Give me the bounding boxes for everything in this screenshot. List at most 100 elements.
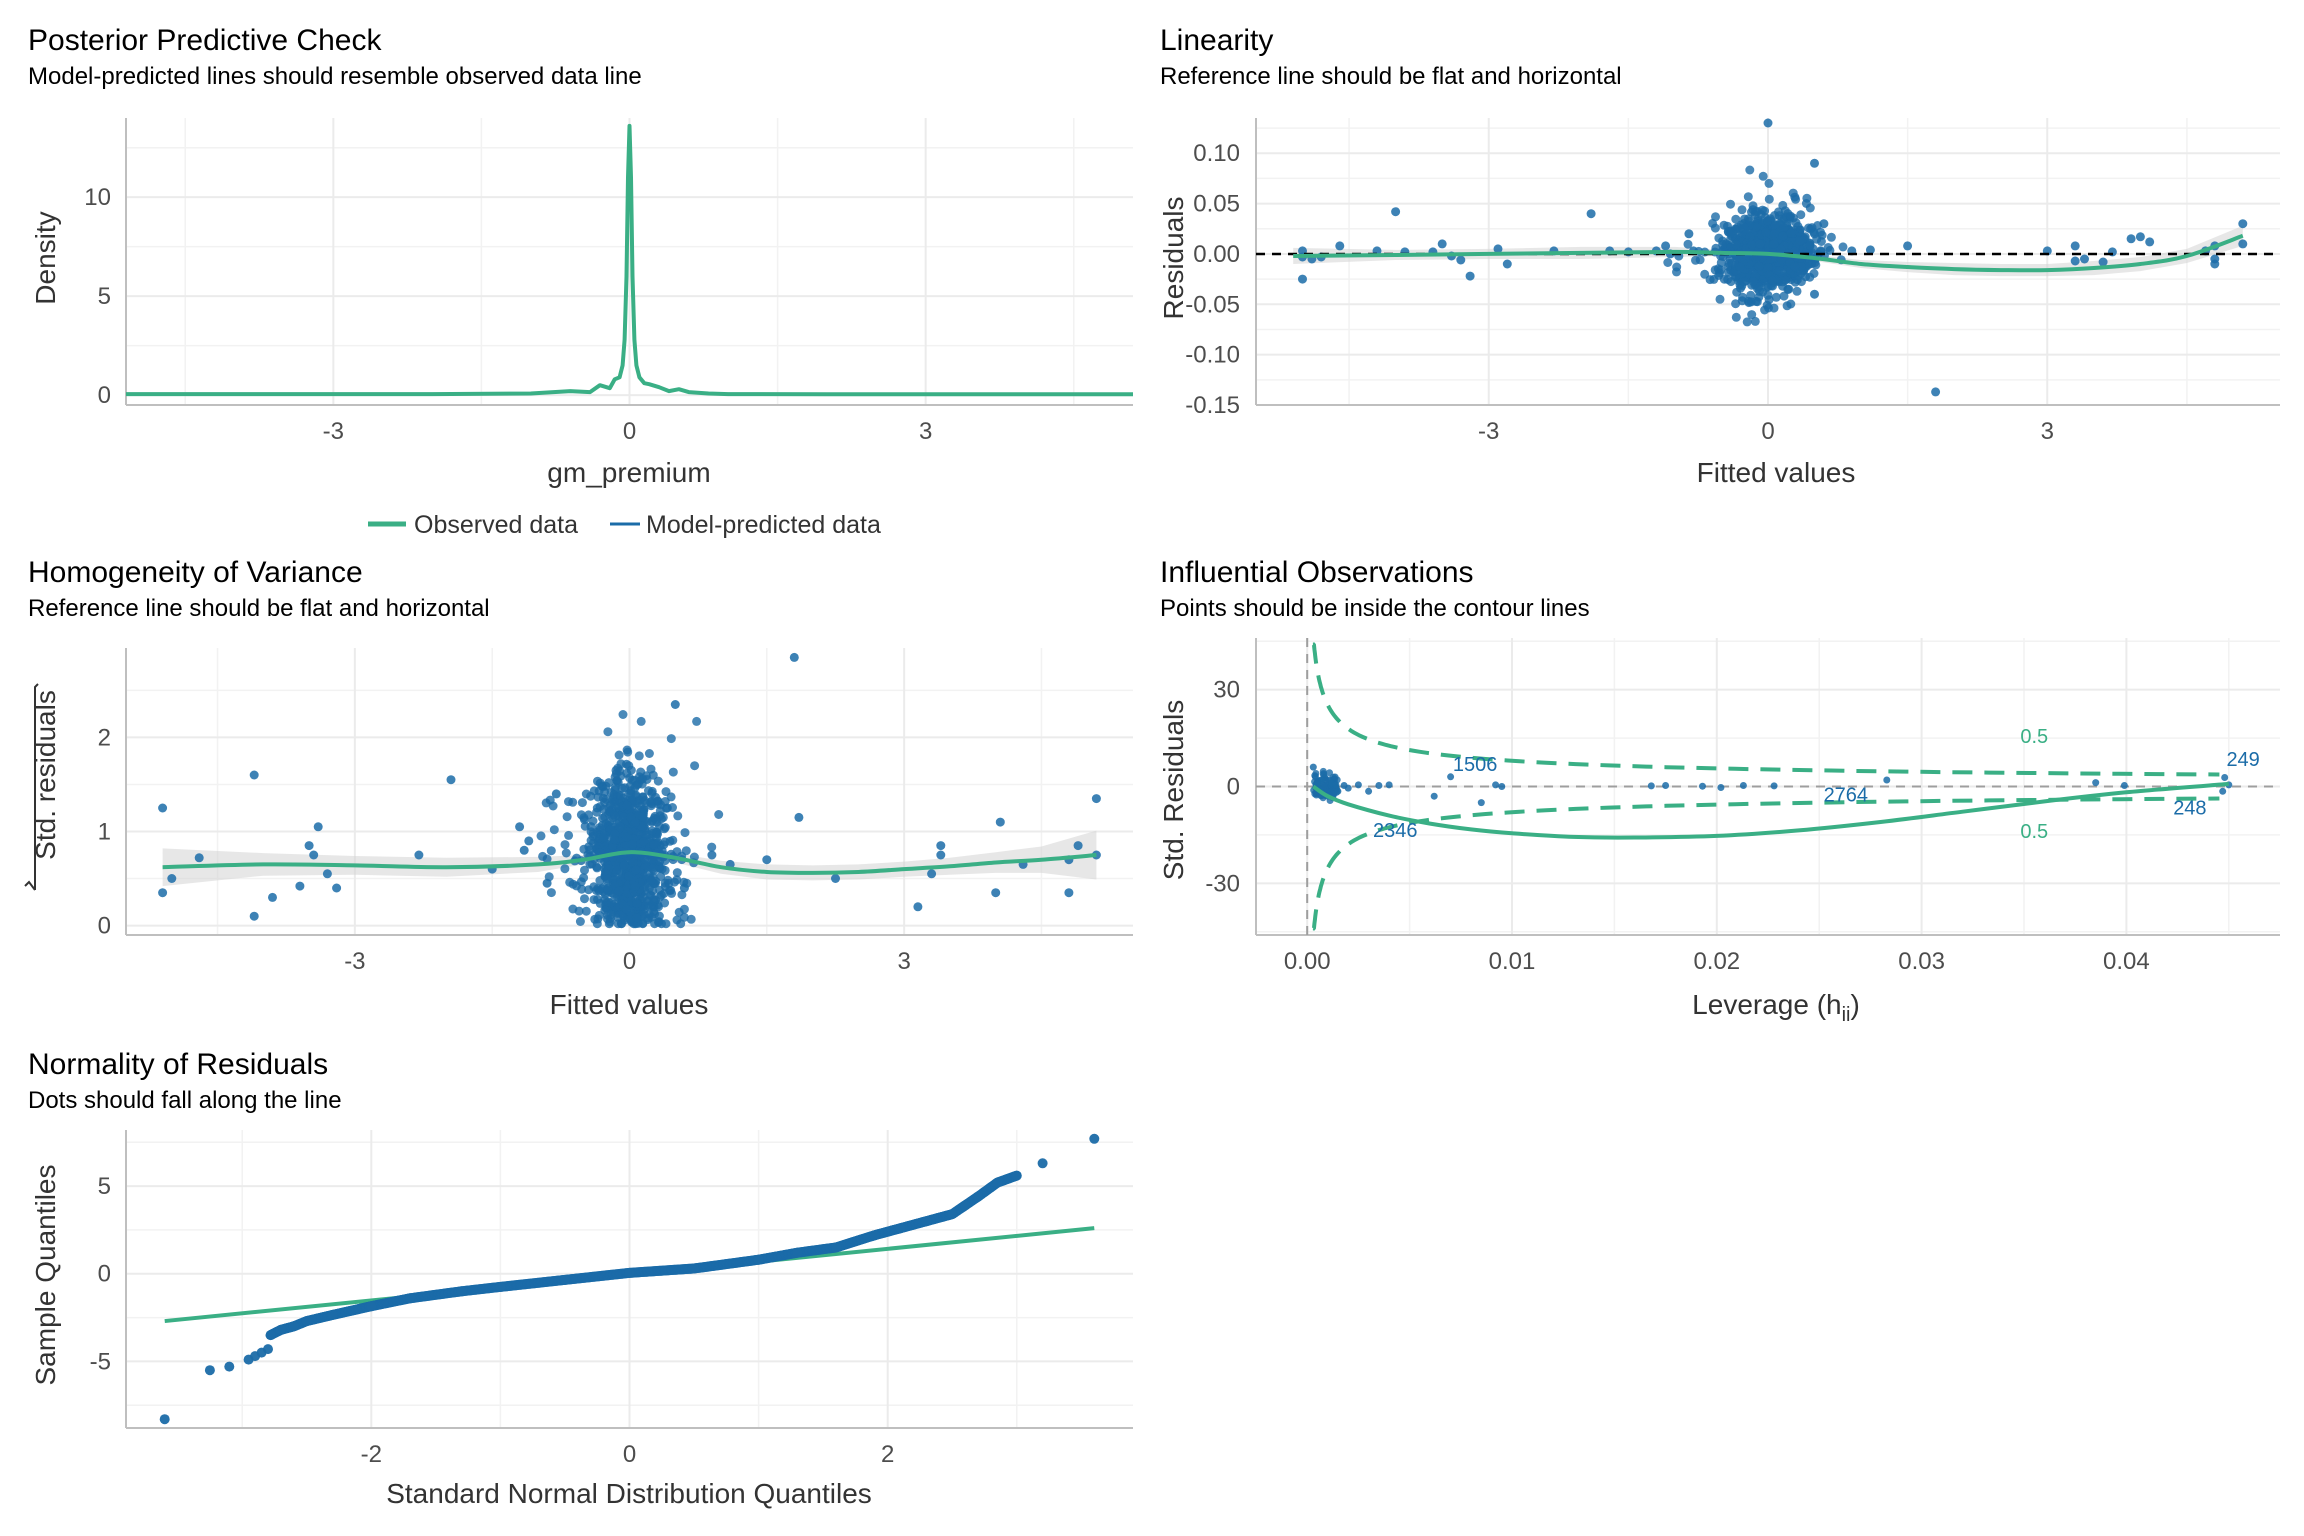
std-residual-point <box>167 874 177 883</box>
std-residual-point <box>194 853 204 863</box>
std-residual-point <box>650 919 660 929</box>
std-residual-point <box>660 898 670 908</box>
influential-x-tick-label: 0.04 <box>2103 948 2150 975</box>
residual-point <box>1790 262 1800 272</box>
normality-title: Normality of Residuals <box>28 1048 328 1081</box>
std-residual-point <box>584 885 594 895</box>
residual-point <box>1502 259 1512 269</box>
std-residual-point <box>249 770 259 780</box>
std-residual-point <box>565 877 575 887</box>
quantile-point <box>265 1330 276 1341</box>
quantile-point <box>288 1321 299 1332</box>
std-residual-point <box>322 869 332 879</box>
std-residual-point <box>636 716 646 726</box>
std-residual-point <box>640 854 650 864</box>
std-residual-point <box>609 835 619 844</box>
residual-point <box>1764 194 1774 204</box>
quantile-point <box>947 1209 958 1220</box>
std-residual-point <box>332 883 342 893</box>
std-residual-point <box>446 775 456 785</box>
linearity-fit-line <box>1293 233 2244 273</box>
std-residual-point <box>524 836 534 846</box>
influential-x-tick-label: 0.03 <box>1898 948 1945 975</box>
std-residual-point <box>542 878 552 888</box>
homogeneity-plot-panel: -3 0 3 0 1 2 <box>98 648 1133 975</box>
residual-point <box>1786 228 1796 238</box>
linearity-x-tick-label: 0 <box>1761 418 1774 445</box>
residual-point <box>1663 258 1673 267</box>
std-residual-point <box>680 828 690 838</box>
std-residual-point <box>575 917 585 926</box>
std-residual-point <box>707 842 717 852</box>
std-residual-point <box>519 845 529 855</box>
residual-point <box>1465 271 1475 281</box>
normality-y-tick-label: 0 <box>98 1261 111 1288</box>
linearity-y-tick-label: 0.05 <box>1193 191 1240 218</box>
std-residual-point <box>626 789 636 799</box>
std-residual-point <box>618 710 628 719</box>
linearity-x-axis-label: Fitted values <box>1697 457 1856 488</box>
std-residual-point <box>601 794 611 804</box>
residual-point <box>1805 203 1815 213</box>
influence-point <box>1492 781 1500 789</box>
residual-point <box>1782 301 1792 311</box>
ppc-legend: Observed data Model-predicted data <box>368 511 881 539</box>
std-residual-point <box>546 888 556 898</box>
std-residual-point <box>639 837 648 847</box>
linearity-x-tick-label: -3 <box>1478 418 1499 445</box>
std-residual-point <box>672 868 682 878</box>
std-residual-point <box>551 789 561 799</box>
std-residual-point <box>672 915 682 925</box>
homogeneity-y-axis-label: Std. residuals <box>24 683 61 891</box>
std-residual-point <box>666 734 676 744</box>
std-residual-point <box>564 797 573 807</box>
influence-point <box>1326 769 1333 777</box>
residual-point <box>1726 228 1736 238</box>
residual-point <box>1811 260 1821 270</box>
std-residual-point <box>617 919 626 929</box>
ppc-title: Posterior Predictive Check <box>28 24 382 57</box>
std-residual-point <box>692 716 702 726</box>
std-residual-point <box>653 796 663 806</box>
std-residual-point <box>572 881 581 891</box>
quantile-point <box>275 1324 286 1335</box>
quantile-point <box>405 1293 415 1304</box>
residual-point <box>1764 178 1774 188</box>
residual-point <box>1750 316 1760 326</box>
std-residual-point <box>624 871 634 881</box>
residual-point <box>1796 268 1806 278</box>
ppc-x-tick-label: -3 <box>323 418 344 445</box>
residual-point <box>2145 237 2155 247</box>
std-residual-point <box>991 888 1001 898</box>
influential-y-tick-label: 30 <box>1213 677 1240 704</box>
ppc-x-tick-label: 0 <box>623 418 636 445</box>
std-residual-point <box>630 817 640 827</box>
residual-point <box>2070 256 2080 266</box>
std-residual-point <box>714 810 724 819</box>
quantile-point <box>204 1365 215 1376</box>
normality-subtitle: Dots should fall along the line <box>28 1087 342 1114</box>
influence-point <box>1498 783 1506 790</box>
influence-point <box>1318 776 1325 784</box>
std-residual-point <box>560 864 570 874</box>
residual-point <box>1810 229 1819 239</box>
homogeneity-x-tick-label: 3 <box>897 948 910 975</box>
observation-label: 2346 <box>1373 820 1418 842</box>
normality-y-tick-label: -5 <box>90 1348 111 1375</box>
std-residual-point <box>655 856 665 866</box>
ppc-x-axis-label: gm_premium <box>547 457 710 488</box>
residual-point <box>1661 241 1671 251</box>
residual-point <box>1826 232 1836 242</box>
residual-point <box>1776 255 1786 265</box>
cooks-contour-lower <box>1311 796 2220 931</box>
residual-point <box>1747 310 1757 320</box>
std-residual-point <box>622 832 632 842</box>
influence-point <box>1647 782 1655 790</box>
residual-point <box>1865 245 1875 255</box>
std-residual-point <box>574 906 584 916</box>
normality-y-tick-label: 5 <box>98 1173 111 1200</box>
std-residual-point <box>645 890 655 900</box>
ppc-plot-panel: -3 0 3 0 5 10 <box>84 118 1133 445</box>
residual-point <box>2070 241 2080 251</box>
